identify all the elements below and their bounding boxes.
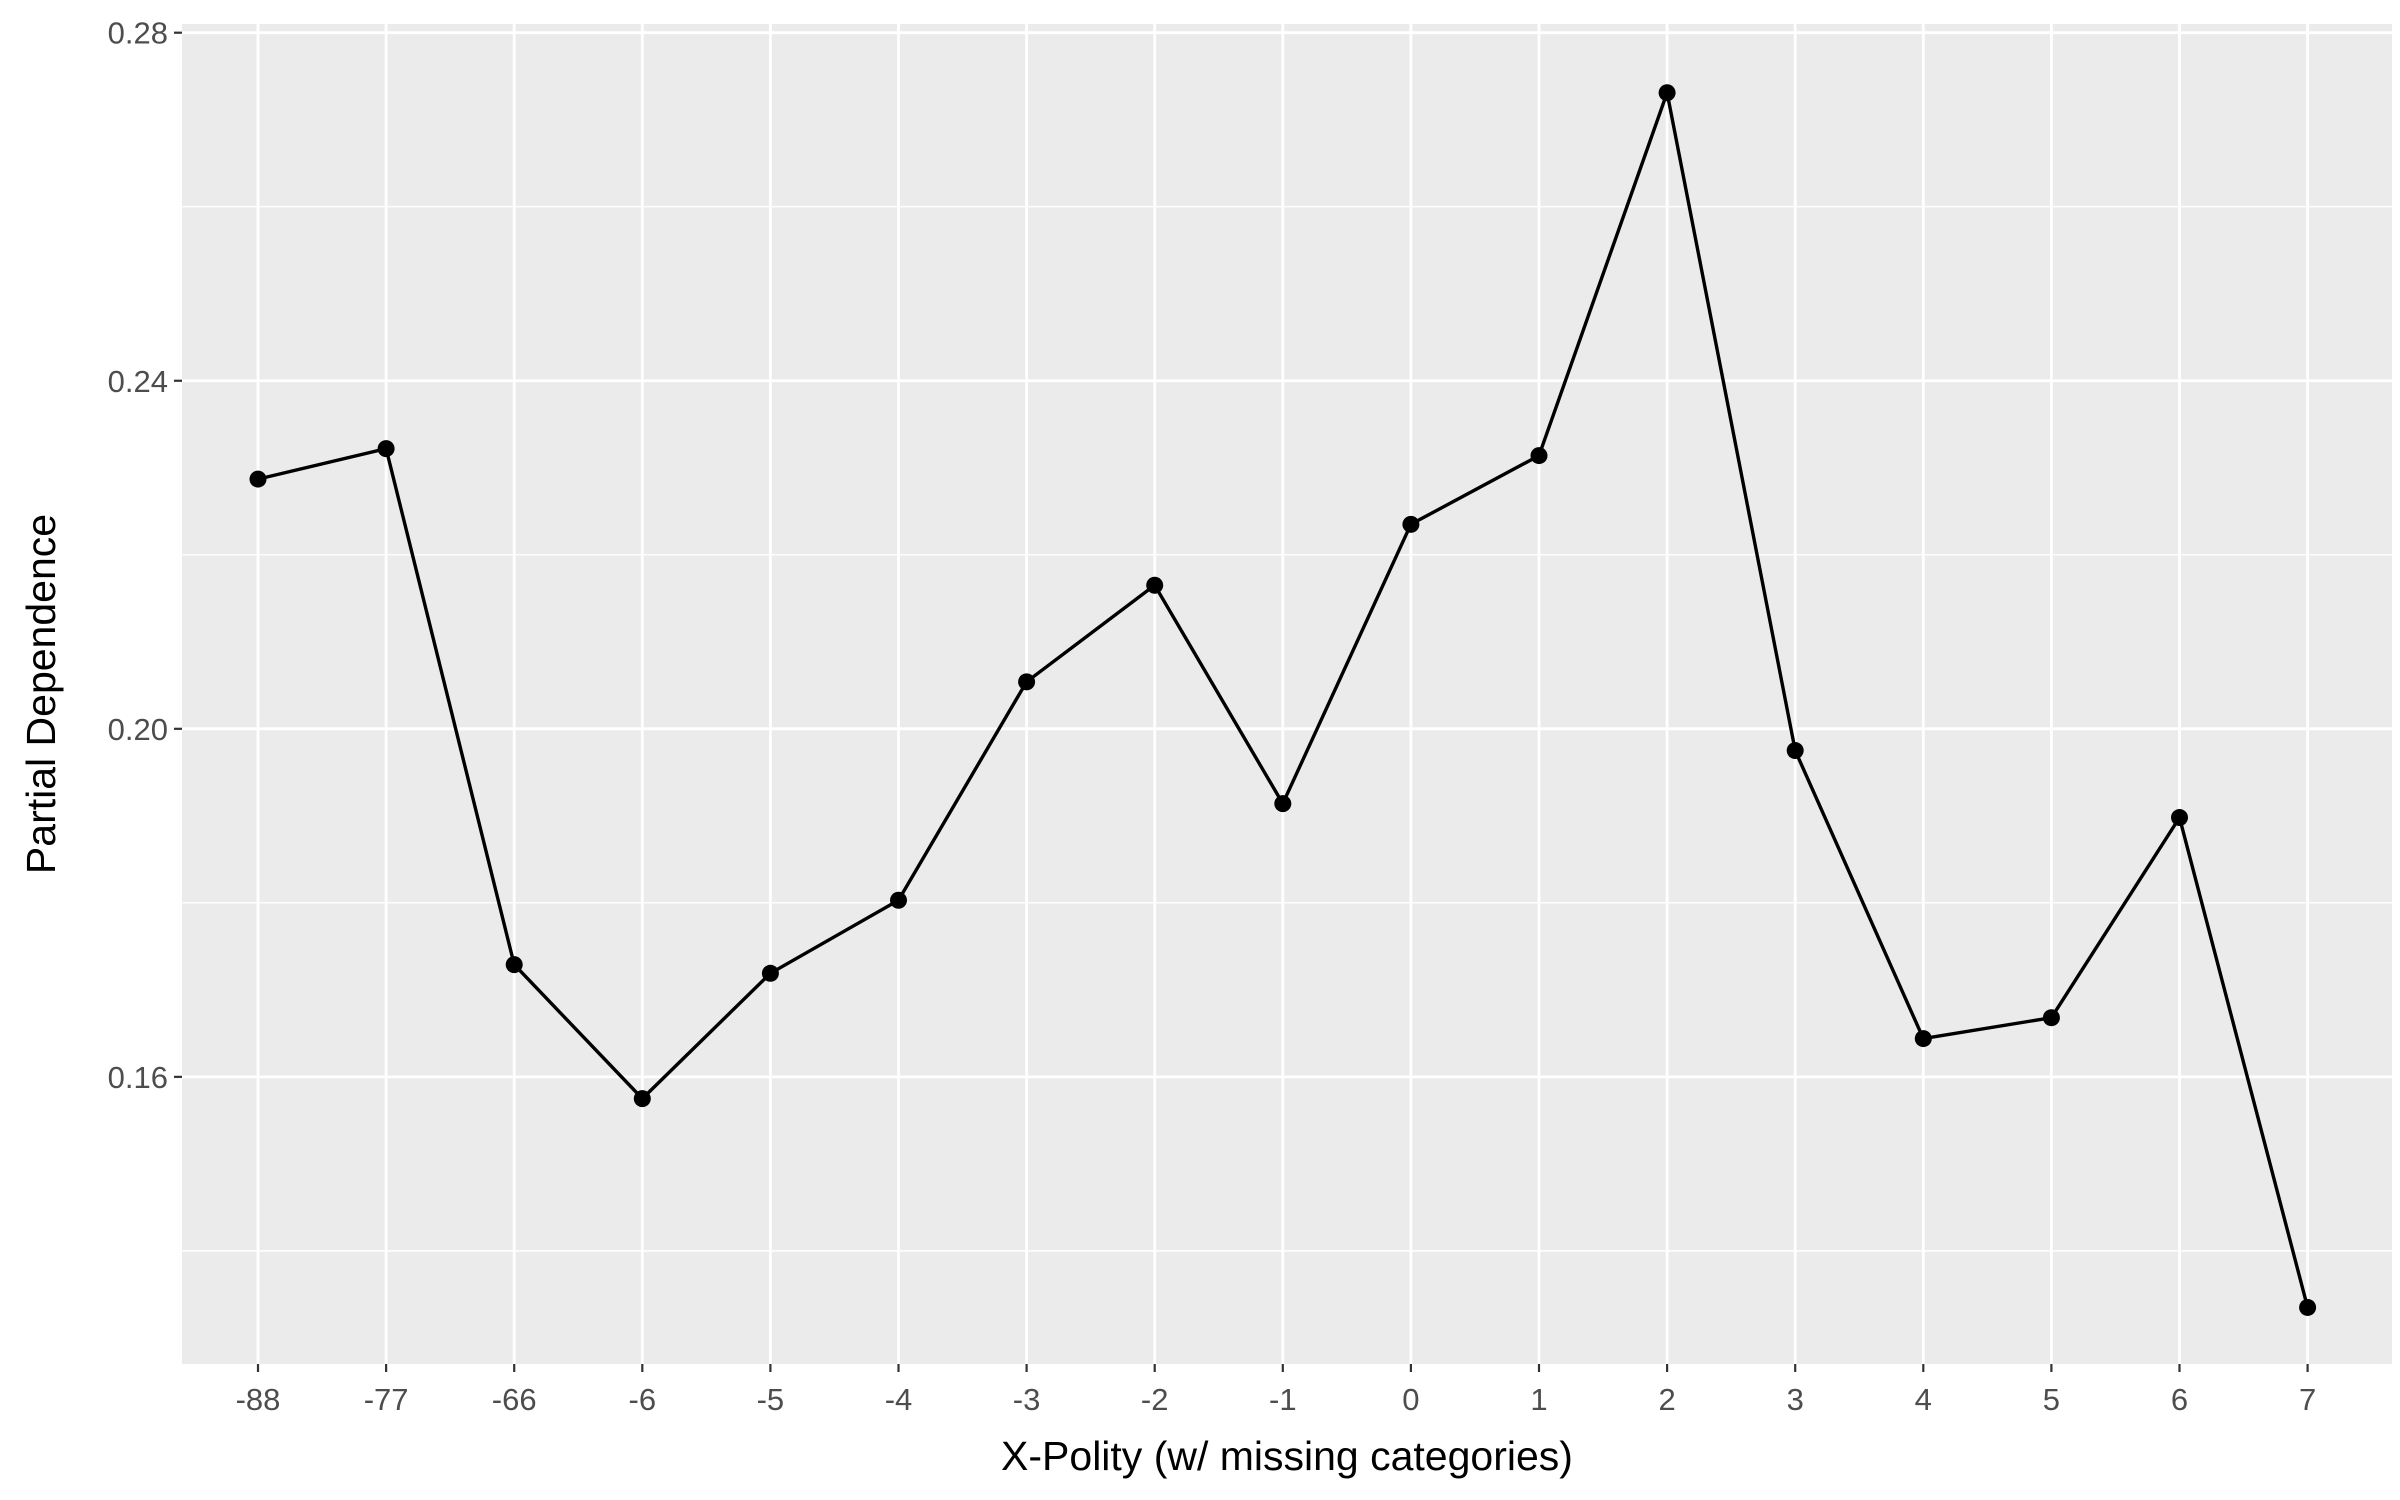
series-points [249,84,2317,1316]
data-point [890,891,907,909]
x-tick-label: 1 [1530,1382,1547,1417]
y-tick-label: 0.20 [108,712,168,747]
data-point [633,1090,651,1108]
x-axis: -88 -77 -66 -6 -5 -4 -3 -2 -1 0 1 2 3 4 5 6 7 [236,1364,2316,1417]
x-tick-label: 2 [1658,1382,1675,1417]
y-tick-label: 0.24 [108,364,168,399]
x-tick-label: -6 [629,1382,657,1417]
x-tick-label: 5 [2043,1382,2060,1417]
data-point [505,956,523,974]
data-point [2299,1298,2317,1316]
data-point [1018,673,1036,691]
data-point [1146,576,1164,594]
plot-panel [182,24,2392,1364]
y-tick-label: 0.16 [108,1060,168,1095]
x-tick-label: -77 [364,1382,409,1417]
major-gridlines [182,24,2392,1364]
x-tick-label: 4 [1915,1382,1932,1417]
y-axis: 0.16 0.20 0.24 0.28 [108,16,182,1095]
x-tick-label: -88 [236,1382,281,1417]
x-tick-label: 0 [1402,1382,1419,1417]
y-tick-label: 0.28 [108,16,168,51]
x-tick-label: -2 [1141,1382,1169,1417]
data-point [1786,742,1804,760]
data-point [1530,447,1548,465]
data-point [377,440,395,458]
data-point [2042,1009,2060,1027]
data-point [1658,84,1676,102]
x-tick-label: 6 [2171,1382,2188,1417]
data-point [249,470,267,488]
x-tick-label: -4 [885,1382,913,1417]
x-tick-label: -1 [1269,1382,1297,1417]
data-point [761,964,779,982]
data-point [1402,515,1420,533]
x-tick-label: -66 [492,1382,537,1417]
data-point [2171,809,2188,827]
y-axis-title: Partial Dependence [18,514,64,874]
data-point [1914,1030,1932,1048]
minor-gridlines [182,206,2392,1252]
x-axis-title: X-Polity (w/ missing categories) [1001,1433,1573,1479]
x-tick-label: -3 [1013,1382,1041,1417]
x-tick-label: 3 [1787,1382,1804,1417]
x-tick-label: -5 [757,1382,785,1417]
data-point [1274,795,1292,813]
x-tick-label: 7 [2299,1382,2316,1417]
